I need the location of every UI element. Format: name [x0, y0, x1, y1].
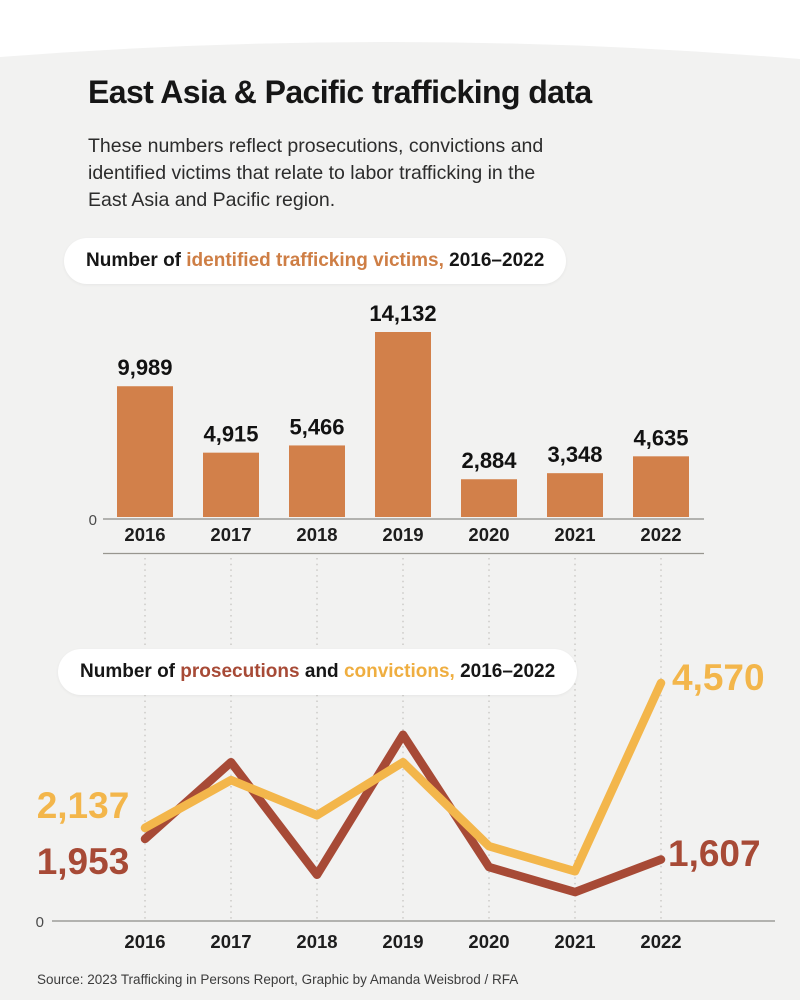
bar-year-label: 2021	[554, 524, 595, 545]
bar-chart-zero-label: 0	[89, 512, 97, 529]
pill-text-segment: and	[299, 661, 344, 682]
bar-2018	[289, 445, 345, 517]
line-year-label: 2017	[210, 931, 251, 952]
bar-value-label: 4,915	[203, 422, 258, 447]
page-subtitle-line: These numbers reflect prosecutions, conv…	[88, 135, 544, 157]
bar-value-label: 2,884	[461, 448, 517, 473]
pill-text-segment: Number of	[86, 250, 187, 271]
bar-2021	[547, 473, 603, 517]
bar-value-label: 4,635	[633, 425, 688, 450]
line-year-label: 2020	[468, 931, 509, 952]
line-year-label: 2016	[124, 931, 165, 952]
pill-text-segment: 2016–2022	[443, 250, 545, 271]
prosecutions-line	[140, 730, 666, 897]
convictions-line	[140, 678, 666, 876]
line-chart-zero-label: 0	[36, 914, 44, 931]
pill-text-segment-prosecutions: prosecutions	[180, 661, 300, 682]
bar-2019	[375, 332, 431, 517]
bar-year-label: 2017	[210, 524, 251, 545]
pill-text-segment-convictions: convictions,	[343, 661, 455, 682]
line-chart-title-pill: Number of prosecutions and convictions, …	[58, 649, 578, 695]
bar-2022	[633, 456, 689, 517]
page-subtitle-line: identified victims that relate to labor …	[88, 162, 536, 184]
prosecutions-2016-label: 1,953	[37, 841, 130, 882]
bar-value-label: 9,989	[117, 355, 172, 380]
line-year-label: 2021	[554, 931, 595, 952]
bar-year-label: 2016	[124, 524, 165, 545]
source-credit: Source: 2023 Trafficking in Persons Repo…	[37, 972, 519, 987]
bar-2017	[203, 452, 259, 517]
line-year-label: 2022	[640, 931, 681, 952]
bar-chart-title-pill: Number of identified trafficking victims…	[64, 238, 567, 284]
bar-value-label: 3,348	[547, 442, 602, 467]
line-year-label: 2018	[296, 931, 337, 952]
convictions-2022-label: 4,570	[672, 657, 765, 698]
prosecutions-2022-label: 1,607	[668, 833, 761, 874]
pill-text-segment: 2016–2022	[454, 661, 556, 682]
line-year-label: 2019	[382, 931, 423, 952]
page-subtitle: These numbers reflect prosecutions, conv…	[88, 133, 543, 214]
bar-value-label: 5,466	[289, 414, 344, 439]
bar-2020	[461, 479, 517, 517]
bar-year-label: 2020	[468, 524, 509, 545]
convictions-2016-label: 2,137	[37, 785, 130, 826]
bar-year-label: 2019	[382, 524, 423, 545]
pill-text-segment: Number of	[80, 661, 181, 682]
bar-2016	[117, 386, 173, 517]
bar-year-label: 2022	[640, 524, 681, 545]
bar-value-label: 14,132	[369, 301, 436, 326]
page-title: East Asia & Pacific trafficking data	[88, 74, 592, 110]
page-subtitle-line: East Asia and Pacific region.	[88, 189, 336, 211]
pill-text-segment-victims: identified trafficking victims,	[186, 250, 444, 271]
bar-year-label: 2018	[296, 524, 337, 545]
